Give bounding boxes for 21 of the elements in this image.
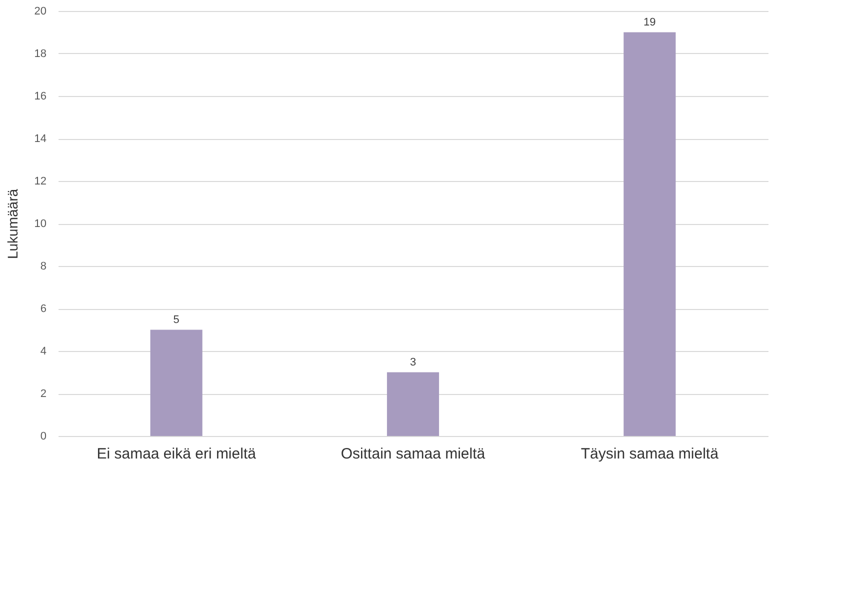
bar — [386, 372, 440, 436]
x-tick-label: Osittain samaa mieltä — [340, 446, 486, 462]
y-tick-label: 10 — [34, 218, 46, 230]
x-tick-label: Täysin samaa mieltä — [580, 446, 720, 462]
data-label: 3 — [410, 356, 416, 368]
y-tick-label: 4 — [40, 346, 46, 358]
y-tick-label: 12 — [34, 176, 46, 188]
data-label: 5 — [173, 314, 180, 326]
y-tick-label: 14 — [34, 133, 46, 145]
y-tick-label: 6 — [40, 303, 46, 315]
y-tick-label: 16 — [34, 90, 46, 102]
y-tick-label: 18 — [34, 48, 46, 60]
x-tick-label: Ei samaa eikä eri mieltä — [96, 446, 257, 462]
y-axis-title: Lukumäärä — [4, 188, 20, 260]
data-label: 19 — [644, 16, 656, 28]
y-tick-label: 20 — [34, 6, 46, 18]
y-tick-label: 2 — [40, 388, 46, 400]
bar — [150, 330, 202, 436]
bar — [624, 32, 676, 436]
y-tick-label: 0 — [40, 430, 46, 442]
y-tick-label: 8 — [40, 260, 46, 272]
